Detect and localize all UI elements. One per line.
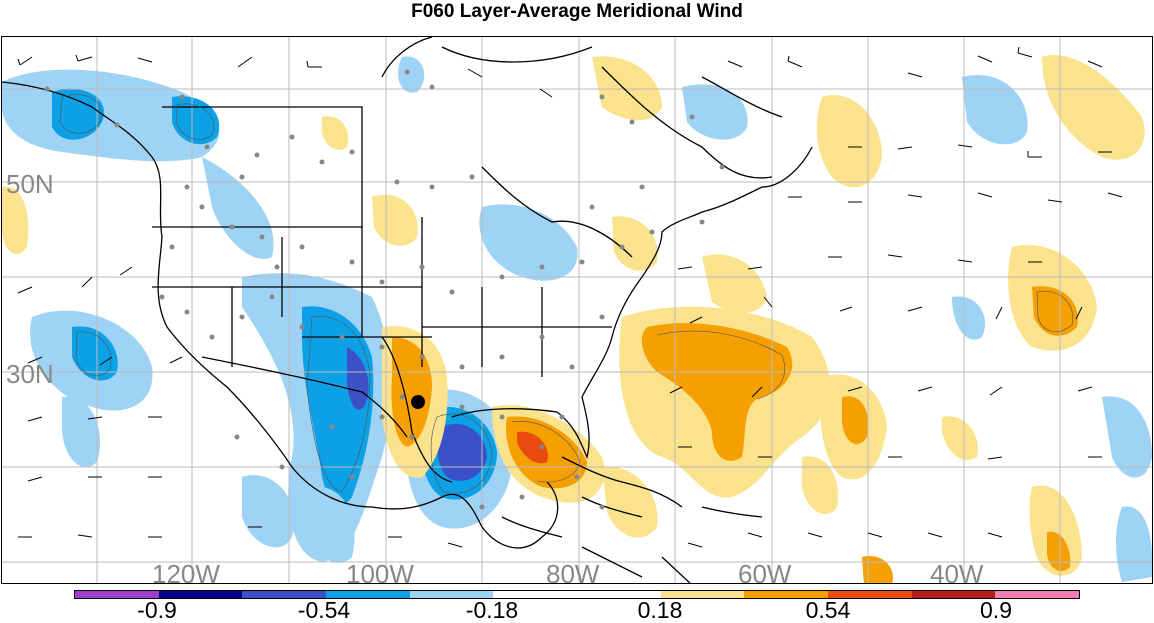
colorbar-segment [493,591,578,598]
map-canvas: 50N 30N 120W 100W 80W 60W 40W [2,37,1152,584]
colorbar-label-neg-0.54: -0.54 [297,597,351,623]
colorbar-segment [911,591,996,598]
colorbar-segment [326,591,410,598]
coastlines-and-borders [2,37,813,583]
station-dots [44,69,725,510]
colorbar-label-pos-0.18: 0.18 [637,597,683,623]
colorbar-segment [828,591,912,598]
colorbar [74,590,1080,599]
colorbar-label-pos-0.54: 0.54 [805,597,851,623]
lat-label-30n: 30N [6,359,54,389]
colorbar-segment [660,591,745,598]
colorbar-segment [409,591,494,598]
lon-label-40w: 40W [930,559,984,584]
storm-center-dot [411,395,425,409]
map-plot[interactable]: 50N 30N 120W 100W 80W 60W 40W [1,36,1153,584]
negative-wind-shading [2,56,1152,582]
colorbar-label-pos-0.9: 0.9 [980,597,1012,623]
colorbar-label-neg-0.9: -0.9 [137,597,177,623]
map-title: F060 Layer-Average Meridional Wind [411,1,743,22]
colorbar-segment [744,591,829,598]
colorbar-segment [577,591,661,598]
graticule-lines [2,37,1152,583]
lon-label-120w: 120W [152,559,220,584]
colorbar-segment [242,591,327,598]
lon-label-60w: 60W [738,559,792,584]
wind-barbs [17,46,1123,548]
colorbar-segment [75,591,159,598]
colorbar-label-neg-0.18: -0.18 [465,597,519,623]
positive-wind-shading [2,55,1145,583]
colorbar-segment [995,591,1080,598]
lon-label-80w: 80W [546,559,600,584]
lon-label-100w: 100W [346,559,414,584]
lat-label-50n: 50N [6,169,54,199]
colorbar-segment [158,591,243,598]
